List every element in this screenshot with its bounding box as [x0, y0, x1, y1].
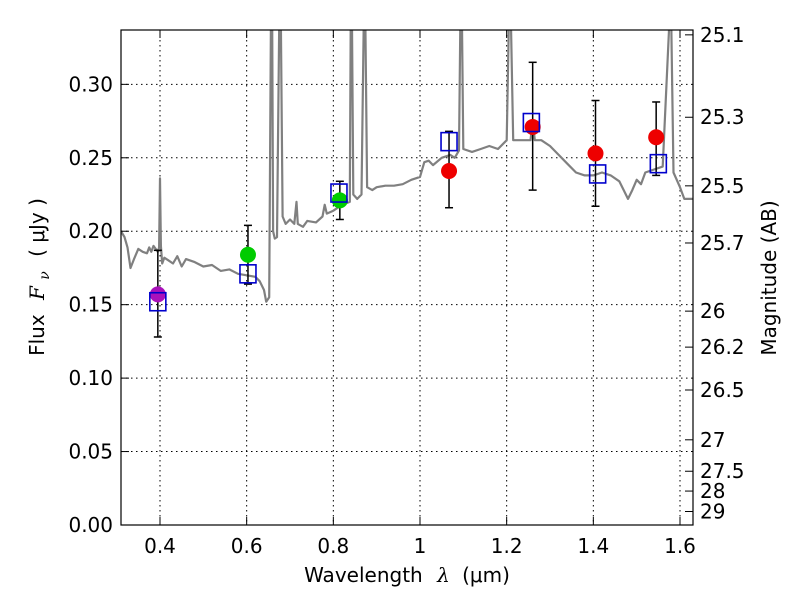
observed-point-red: [648, 129, 665, 146]
y2-axis-label: Magnitude (AB): [757, 200, 781, 355]
observed-point-green: [331, 192, 348, 209]
model-photometry-point: [330, 183, 348, 203]
plot-frame: [120, 29, 694, 526]
y-axis-label: Flux F ν ( μJy ): [25, 198, 54, 356]
grid: [121, 30, 693, 525]
y2-tick-label: 29: [700, 499, 725, 523]
model-photometry-point: [588, 164, 607, 184]
observed-point-red: [524, 118, 541, 135]
observed-point-red: [587, 145, 604, 162]
x-tick-label: 1.2: [491, 534, 523, 558]
observed-point-green: [239, 246, 256, 263]
y2-tick-label: 26.5: [700, 378, 745, 402]
x-tick-label: 0.6: [231, 534, 263, 558]
y2-tick-label: 26.2: [700, 335, 745, 359]
y2-tick-label: 27: [700, 428, 725, 452]
y2-tick-label: 25.5: [700, 174, 745, 198]
y-tick-label: 0.10: [68, 366, 113, 390]
errorbar-layer: [153, 61, 661, 338]
model-photometry-point: [149, 291, 167, 312]
model-photometry-point: [522, 112, 541, 133]
x-tick-label: 0.8: [317, 534, 349, 558]
y2-tick-label: 28: [700, 479, 725, 503]
y2-tick-label: 25.7: [700, 231, 745, 255]
y-tick-label: 0.20: [68, 219, 113, 243]
model-points-layer: [149, 112, 668, 312]
y2-tick-label: 26: [700, 299, 725, 323]
tick-layer: 0.4 0.6 0.8 1 1.2 1.4 1.6 0.00 0.05 0.10 0.15 0.20 0…: [68, 23, 744, 558]
observed-point-red: [441, 163, 458, 180]
x-tick-label: 1: [414, 534, 427, 558]
model-spectrum-line: [121, 30, 693, 303]
x-tick-label: 1.4: [577, 534, 609, 558]
y-tick-label: 0.05: [68, 440, 113, 464]
x-tick-label: 0.4: [144, 534, 176, 558]
observed-points-layer: [149, 118, 665, 303]
y2-tick-label: 25.3: [700, 105, 745, 129]
x-tick-label: 1.6: [664, 534, 696, 558]
y-tick-label: 0.00: [68, 513, 113, 537]
model-photometry-point: [440, 131, 458, 152]
model-photometry-point: [649, 153, 668, 174]
x-axis-label: Wavelength λ (μm): [304, 563, 510, 587]
y-tick-label: 0.25: [68, 146, 113, 170]
y-tick-label: 0.30: [68, 72, 113, 96]
model-spectrum-layer: [121, 30, 693, 303]
model-photometry-point: [239, 264, 257, 284]
y2-tick-label: 25.1: [700, 23, 745, 47]
observed-point-violet: [149, 286, 166, 303]
y2-tick-label: 27.5: [700, 459, 745, 483]
y-tick-label: 0.15: [68, 293, 113, 317]
